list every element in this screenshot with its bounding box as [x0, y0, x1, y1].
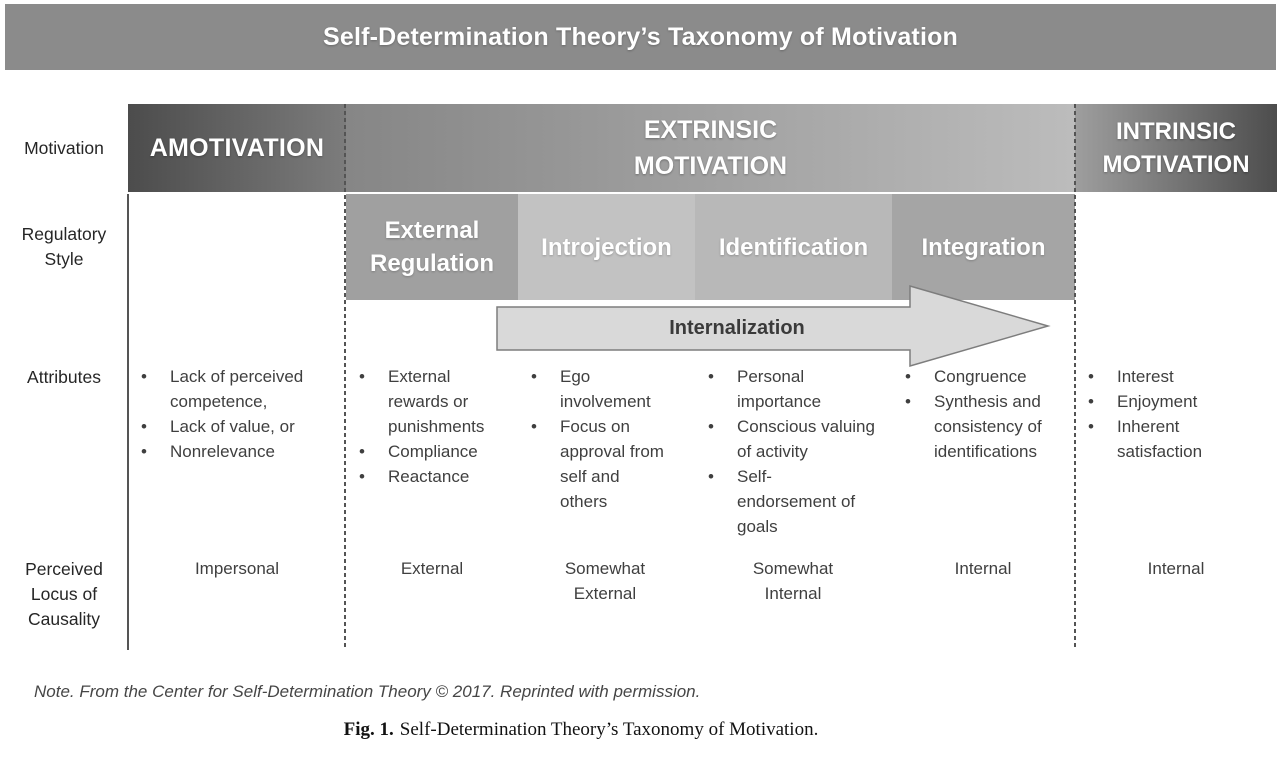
ploc-external-regulation: External	[400, 559, 464, 578]
attributes-integration: Congruence Synthesis and consistency of …	[892, 364, 1072, 464]
list-item: Lack of value, or	[128, 414, 340, 439]
external-regulation-label: External Regulation	[370, 217, 494, 277]
title-banner: Self-Determination Theory’s Taxonomy of …	[5, 4, 1276, 70]
integration-box: Integration	[892, 194, 1075, 300]
list-item: External rewards or punishments	[346, 364, 514, 439]
figure-title: Self-Determination Theory’s Taxonomy of …	[322, 22, 959, 51]
ploc-intrinsic: Internal	[1147, 559, 1205, 578]
source-note: Note. From the Center for Self-Determina…	[34, 682, 701, 701]
intrinsic-motivation-box: INTRINSIC MOTIVATION	[1075, 104, 1277, 192]
row-label-ploc: Perceived Locus of Causality	[25, 558, 103, 629]
list-item: Self- endorsement of goals	[695, 464, 891, 539]
extrinsic-motivation-label: EXTRINSIC MOTIVATION	[633, 116, 788, 180]
list-item: Inherent satisfaction	[1075, 414, 1275, 464]
list-item: Lack of perceived competence,	[128, 364, 340, 414]
introjection-label: Introjection	[541, 233, 672, 261]
ploc-introjection: Somewhat External	[564, 559, 646, 603]
amotivation-box: AMOTIVATION	[128, 104, 346, 192]
list-item: Compliance	[346, 439, 514, 464]
row-label-attributes: Attributes	[27, 366, 101, 387]
integration-label: Integration	[921, 233, 1046, 261]
identification-box: Identification	[695, 194, 892, 300]
attributes-amotivation: Lack of perceived competence, Lack of va…	[128, 364, 340, 464]
caption-number: Fig. 1.	[343, 719, 394, 740]
caption-text: Self-Determination Theory’s Taxonomy of …	[399, 719, 819, 740]
external-regulation-box: External Regulation	[346, 194, 518, 300]
list-item: Conscious valuing of activity	[695, 414, 891, 464]
list-item: Synthesis and consistency of identificat…	[892, 389, 1072, 464]
divider-solid-left	[127, 194, 129, 650]
list-item: Congruence	[892, 364, 1072, 389]
divider-dashed-extrinsic-intrinsic	[1074, 104, 1076, 650]
ploc-integration: Internal	[954, 559, 1012, 578]
attributes-identification: Personal importance Conscious valuing of…	[695, 364, 891, 539]
attributes-external-regulation: External rewards or punishments Complian…	[346, 364, 514, 489]
attributes-introjection: Ego involvement Focus on approval from s…	[518, 364, 692, 514]
ploc-identification: Somewhat Internal	[752, 559, 834, 603]
list-item: Focus on approval from self and others	[518, 414, 692, 514]
internalization-label: Internalization	[669, 317, 805, 339]
list-item: Personal importance	[695, 364, 891, 414]
internalization-arrow-icon: Internalization	[496, 285, 1051, 367]
introjection-box: Introjection	[518, 194, 695, 300]
list-item: Nonrelevance	[128, 439, 340, 464]
divider-dashed-amotivation-extrinsic	[344, 104, 346, 650]
ploc-amotivation: Impersonal	[194, 559, 280, 578]
amotivation-label: AMOTIVATION	[149, 133, 325, 162]
attributes-intrinsic: Interest Enjoyment Inherent satisfaction	[1075, 364, 1275, 464]
list-item: Reactance	[346, 464, 514, 489]
list-item: Ego involvement	[518, 364, 692, 414]
intrinsic-motivation-label: INTRINSIC MOTIVATION	[1102, 118, 1250, 178]
extrinsic-motivation-box: EXTRINSIC MOTIVATION	[346, 104, 1075, 192]
identification-label: Identification	[718, 233, 869, 261]
list-item: Enjoyment	[1075, 389, 1275, 414]
figure-caption: Fig. 1. Self-Determination Theory’s Taxon…	[0, 719, 1162, 741]
row-label-regulatory-style: Regulatory Style	[21, 224, 107, 269]
row-label-motivation: Motivation	[24, 137, 104, 158]
list-item: Interest	[1075, 364, 1275, 389]
